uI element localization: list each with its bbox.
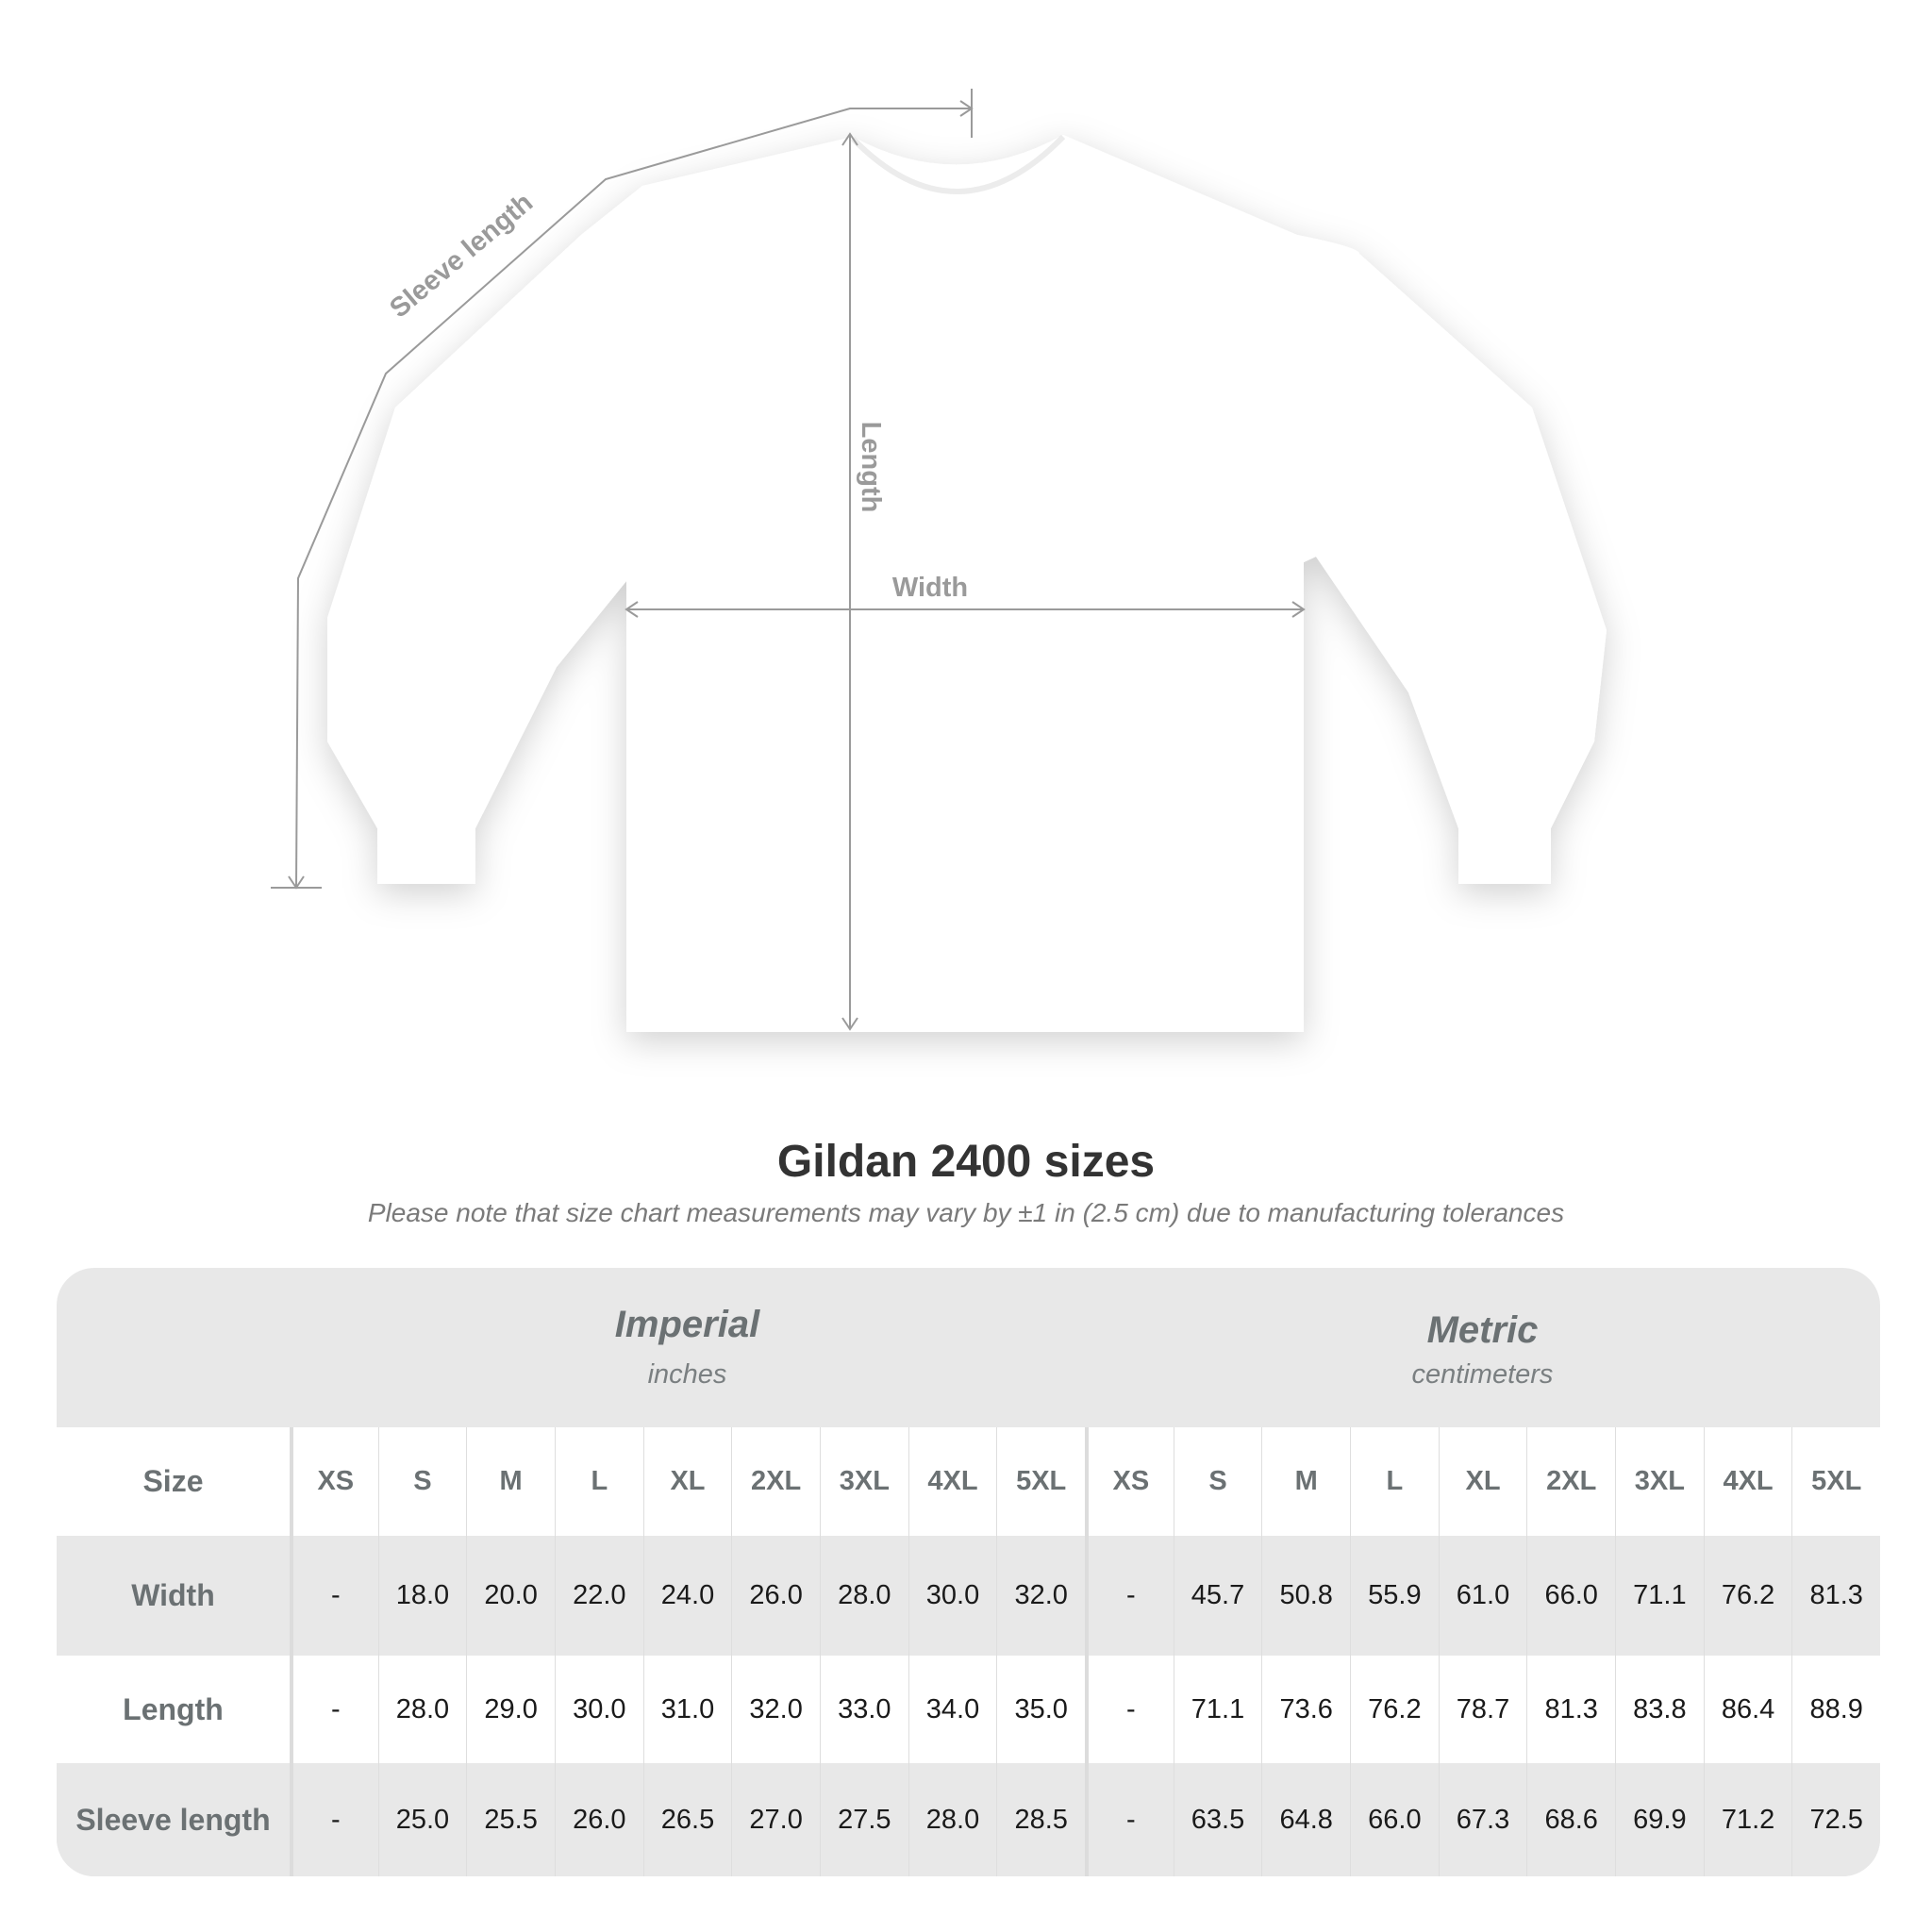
metric-value-cell: 66.0	[1526, 1536, 1615, 1656]
metric-value-cell: 81.3	[1791, 1536, 1880, 1656]
metric-value-cell: -	[1085, 1656, 1174, 1763]
metric-size-header: 3XL	[1615, 1427, 1704, 1536]
imperial-value-cell: 30.0	[554, 1656, 643, 1763]
imperial-value-cell: -	[289, 1763, 378, 1876]
imperial-value-cell: -	[289, 1536, 378, 1656]
metric-value-cell: 71.1	[1173, 1656, 1262, 1763]
imperial-size-header: 4XL	[908, 1427, 997, 1536]
imperial-unit: inches	[647, 1359, 727, 1390]
tolerance-note: Please note that size chart measurements…	[367, 1198, 1565, 1227]
imperial-size-header: L	[554, 1427, 643, 1536]
imperial-value-cell: 32.0	[731, 1656, 820, 1763]
metric-value-cell: 72.5	[1791, 1763, 1880, 1876]
width-label: Width	[892, 573, 968, 603]
imperial-size-header: XS	[289, 1427, 378, 1536]
metric-size-header: 5XL	[1791, 1427, 1880, 1536]
row-label: Width	[131, 1578, 215, 1612]
imperial-value-cell: -	[289, 1656, 378, 1763]
metric-value-cell: 64.8	[1261, 1763, 1350, 1876]
imperial-value-cell: 27.5	[819, 1763, 908, 1876]
imperial-header: Imperial inches	[290, 1268, 1085, 1427]
metric-value-cell: -	[1085, 1763, 1174, 1876]
imperial-value-cell: 28.5	[996, 1763, 1085, 1876]
imperial-value-cell: 24.0	[642, 1536, 732, 1656]
metric-header: Metric centimeters	[1085, 1268, 1880, 1427]
metric-value-cell: 63.5	[1173, 1763, 1262, 1876]
imperial-value-cell: 28.0	[377, 1656, 467, 1763]
imperial-value-cell: 22.0	[554, 1536, 643, 1656]
imperial-value-cell: 29.0	[466, 1656, 555, 1763]
metric-value-cell: 83.8	[1615, 1656, 1704, 1763]
imperial-value-cell: 34.0	[908, 1656, 997, 1763]
table-row: Sleeve length -25.0 25.5 26.0 26.5 27.0 27.5 28…	[57, 1763, 1880, 1876]
metric-value-cell: 78.7	[1438, 1656, 1527, 1763]
imperial-value-cell: 30.0	[908, 1536, 997, 1656]
page-title: Gildan 2400 sizes	[776, 1137, 1156, 1187]
row-label: Size	[142, 1464, 204, 1498]
imperial-value-cell: 28.0	[819, 1536, 908, 1656]
metric-title: Metric	[1426, 1309, 1539, 1351]
table-row: Length -28.0 29.0 30.0 31.0 32.0 33.0 34.0 35.0-…	[57, 1656, 1880, 1763]
imperial-size-header: 2XL	[731, 1427, 820, 1536]
collar	[850, 134, 1066, 194]
metric-size-header: S	[1173, 1427, 1262, 1536]
metric-size-header: 4XL	[1703, 1427, 1792, 1536]
imperial-value-cell: 31.0	[642, 1656, 732, 1763]
metric-value-cell: 68.6	[1526, 1763, 1615, 1876]
metric-value-cell: 76.2	[1350, 1656, 1439, 1763]
metric-value-cell: 67.3	[1438, 1763, 1527, 1876]
imperial-size-header: 5XL	[996, 1427, 1085, 1536]
metric-size-header: L	[1350, 1427, 1439, 1536]
metric-size-header: XS	[1085, 1427, 1174, 1536]
imperial-title: Imperial	[614, 1304, 760, 1345]
metric-value-cell: 88.9	[1791, 1656, 1880, 1763]
imperial-size-header: S	[377, 1427, 467, 1536]
imperial-value-cell: 18.0	[377, 1536, 467, 1656]
imperial-value-cell: 25.0	[377, 1763, 467, 1876]
metric-size-header: M	[1261, 1427, 1350, 1536]
imperial-size-header: 3XL	[819, 1427, 908, 1536]
metric-value-cell: 50.8	[1261, 1536, 1350, 1656]
metric-value-cell: 73.6	[1261, 1656, 1350, 1763]
row-label: Sleeve length	[75, 1802, 271, 1837]
metric-value-cell: 69.9	[1615, 1763, 1704, 1876]
metric-value-cell: 76.2	[1703, 1536, 1792, 1656]
metric-value-cell: 55.9	[1350, 1536, 1439, 1656]
size-table: Imperial inches Metric centimeters Size X…	[57, 1268, 1880, 1876]
sleeve-measure-line	[295, 108, 972, 889]
size-header-row: Size XS S M L XL 2XL 3XL 4XL 5XL XS S M L XL 2XL 3XL 4XL 5…	[57, 1427, 1880, 1536]
metric-value-cell: 61.0	[1438, 1536, 1527, 1656]
imperial-value-cell: 32.0	[996, 1536, 1085, 1656]
table-row: Width -18.0 20.0 22.0 24.0 26.0 28.0 30.0 32.0-4…	[57, 1536, 1880, 1656]
imperial-value-cell: 20.0	[466, 1536, 555, 1656]
metric-value-cell: 45.7	[1173, 1536, 1262, 1656]
imperial-value-cell: 33.0	[819, 1656, 908, 1763]
metric-value-cell: 66.0	[1350, 1763, 1439, 1876]
imperial-value-cell: 27.0	[731, 1763, 820, 1876]
shirt-diagram: Sleeve length Length Width	[271, 89, 1607, 1032]
metric-value-cell: 71.1	[1615, 1536, 1704, 1656]
imperial-size-header: XL	[642, 1427, 732, 1536]
metric-value-cell: 81.3	[1526, 1656, 1615, 1763]
imperial-value-cell: 28.0	[908, 1763, 997, 1876]
metric-unit: centimeters	[1411, 1359, 1554, 1390]
metric-size-header: 2XL	[1526, 1427, 1615, 1536]
imperial-value-cell: 26.0	[554, 1763, 643, 1876]
imperial-value-cell: 26.5	[642, 1763, 732, 1876]
row-label: Length	[123, 1691, 224, 1726]
imperial-value-cell: 35.0	[996, 1656, 1085, 1763]
metric-size-header: XL	[1438, 1427, 1527, 1536]
imperial-size-header: M	[466, 1427, 555, 1536]
metric-value-cell: -	[1085, 1536, 1174, 1656]
imperial-value-cell: 25.5	[466, 1763, 555, 1876]
metric-value-cell: 71.2	[1703, 1763, 1792, 1876]
imperial-value-cell: 26.0	[731, 1536, 820, 1656]
length-label: Length	[856, 422, 886, 513]
long-sleeve-shirt	[327, 135, 1607, 1032]
metric-value-cell: 86.4	[1703, 1656, 1792, 1763]
